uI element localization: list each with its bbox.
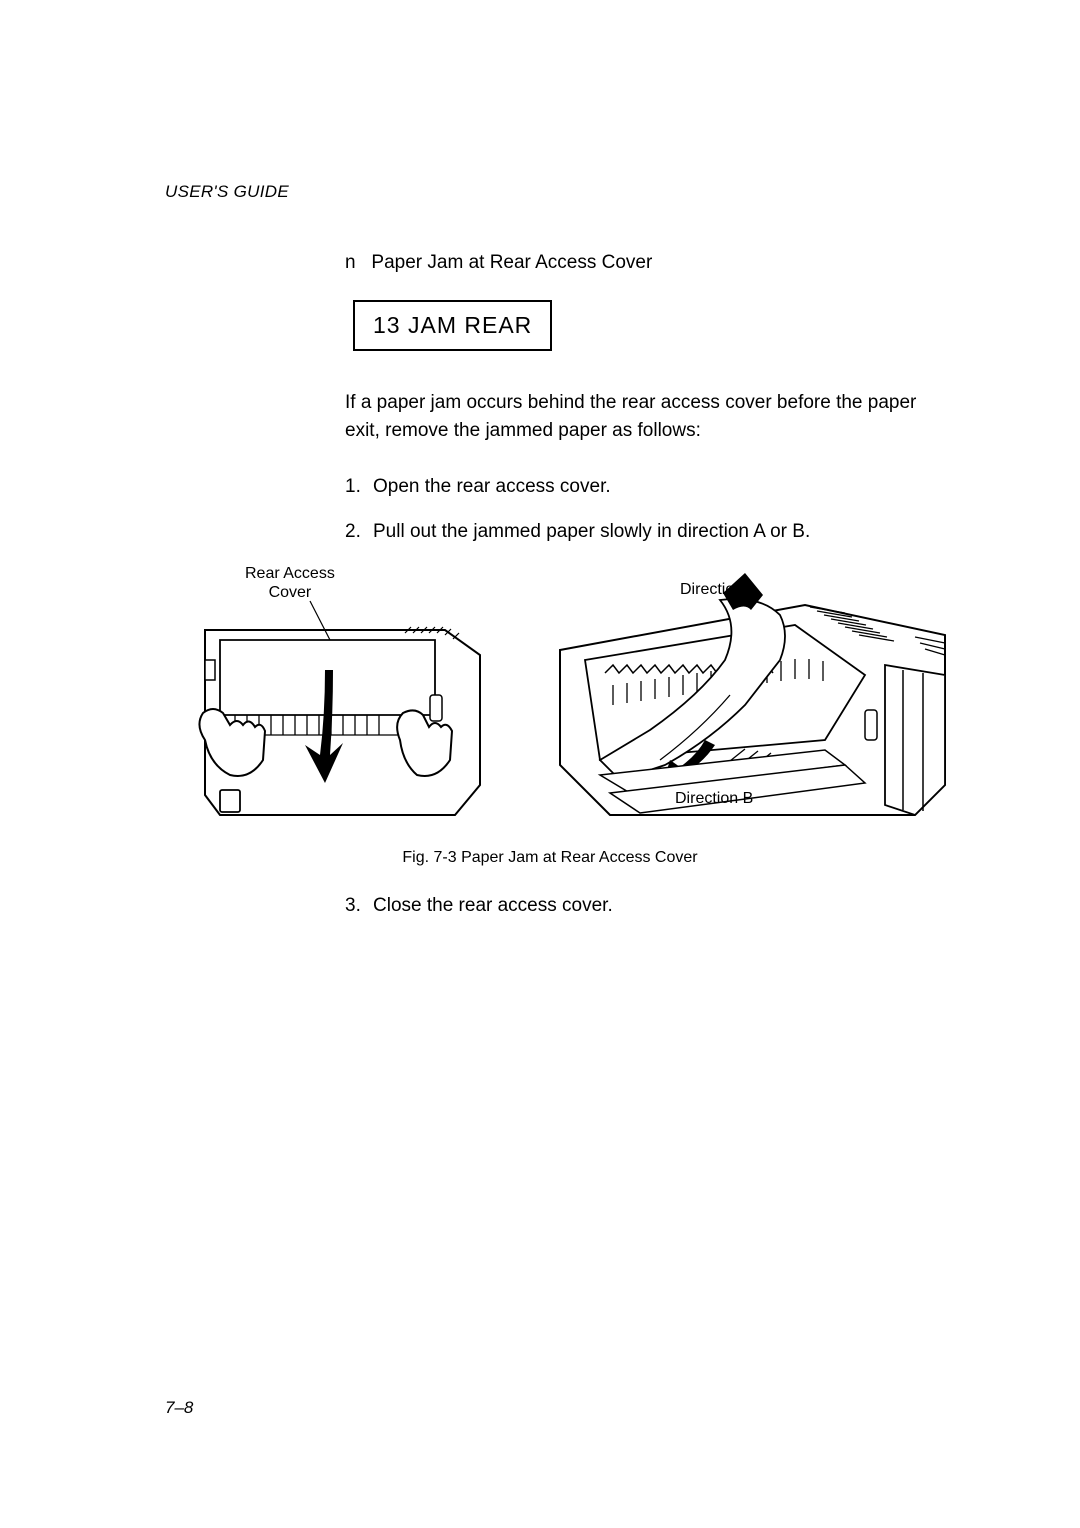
steps-list-after: 3. Close the rear access cover. [345,893,935,920]
printer-rear-diagram [165,565,545,825]
step-number: 2. [345,519,361,546]
printer-display-message: 13 JAM REAR [353,300,552,351]
figure-left: Rear Access Cover [165,565,545,825]
content-body: n Paper Jam at Rear Access Cover 13 JAM … [345,252,935,920]
step-text: Pull out the jammed paper slowly in dire… [373,521,810,542]
step-1: 1. Open the rear access cover. [345,474,935,501]
figure-caption: Fig. 7-3 Paper Jam at Rear Access Cover [165,849,935,867]
step-text: Open the rear access cover. [373,476,611,497]
figure-row: Rear Access Cover [165,565,935,825]
step-3: 3. Close the rear access cover. [345,893,935,920]
section-bullet: n [345,252,356,273]
section-title: n Paper Jam at Rear Access Cover [345,252,935,274]
step-2: 2. Pull out the jammed paper slowly in d… [345,519,935,546]
step-text: Close the rear access cover. [373,895,613,916]
step-number: 3. [345,893,361,920]
figure-label-rear-access: Rear Access [245,565,335,583]
figure-label-cover: Cover [245,584,335,602]
figure-label-direction-b: Direction B [675,790,753,808]
figure-container: Rear Access Cover [165,565,935,867]
figure-label-direction-a: Direction A [680,581,757,599]
figure-right: Direction A Direction B [545,565,955,825]
printer-paper-pull-diagram [545,565,955,825]
page-number: 7–8 [165,1398,193,1418]
intro-paragraph: If a paper jam occurs behind the rear ac… [345,389,935,444]
page: USER'S GUIDE n Paper Jam at Rear Access … [0,0,1080,1528]
running-header: USER'S GUIDE [165,182,935,202]
step-number: 1. [345,474,361,501]
section-title-text: Paper Jam at Rear Access Cover [371,252,652,273]
steps-list: 1. Open the rear access cover. 2. Pull o… [345,474,935,545]
